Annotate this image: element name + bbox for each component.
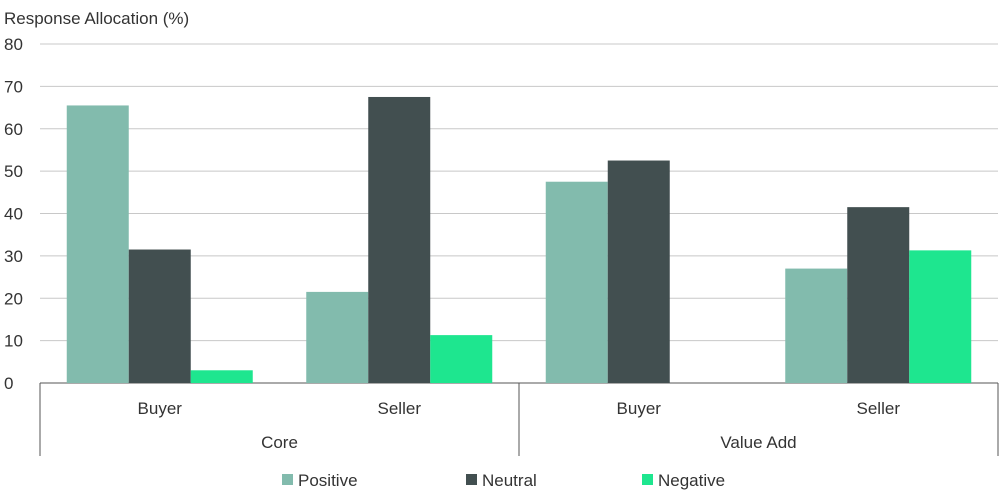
y-axis-title: Response Allocation (%) (4, 9, 189, 28)
y-tick-label: 30 (4, 247, 23, 266)
x-group-label: Core (261, 433, 298, 452)
y-tick-label: 80 (4, 35, 23, 54)
bar-neutral-0 (128, 249, 191, 383)
y-tick-label: 40 (4, 205, 23, 224)
x-group-label: Value Add (720, 433, 796, 452)
y-tick-label: 10 (4, 332, 23, 351)
legend-label-neutral: Neutral (482, 471, 537, 490)
bar-positive-1 (306, 291, 369, 383)
bar-neutral-3 (847, 207, 910, 383)
legend-swatch-neutral (466, 474, 477, 485)
y-tick-label: 60 (4, 120, 23, 139)
x-tick-label: Buyer (617, 399, 662, 418)
legend-label-negative: Negative (658, 471, 725, 490)
legend: Positive Neutral Negative (282, 471, 725, 490)
x-tick-label: Seller (378, 399, 422, 418)
bar-positive-0 (66, 105, 129, 383)
bar-neutral-1 (368, 96, 431, 383)
bar-negative-0 (190, 370, 253, 383)
x-tick-label: Seller (857, 399, 901, 418)
legend-label-positive: Positive (298, 471, 358, 490)
x-tick-label: Buyer (138, 399, 183, 418)
y-tick-label: 0 (4, 374, 13, 393)
bars (66, 96, 972, 383)
bar-negative-3 (909, 250, 972, 383)
y-tick-label: 50 (4, 162, 23, 181)
y-tick-labels: 0 10 20 30 40 50 60 70 80 (4, 35, 23, 393)
y-tick-label: 20 (4, 289, 23, 308)
legend-swatch-negative (642, 474, 653, 485)
y-tick-label: 70 (4, 77, 23, 96)
bar-positive-2 (545, 181, 608, 383)
gridlines (40, 43, 998, 384)
bar-positive-3 (785, 268, 848, 383)
bar-neutral-2 (607, 160, 670, 383)
x-axis: Buyer Seller Buyer Seller Core Value Add (39, 383, 999, 456)
legend-swatch-positive (282, 474, 293, 485)
bar-negative-1 (430, 335, 493, 383)
